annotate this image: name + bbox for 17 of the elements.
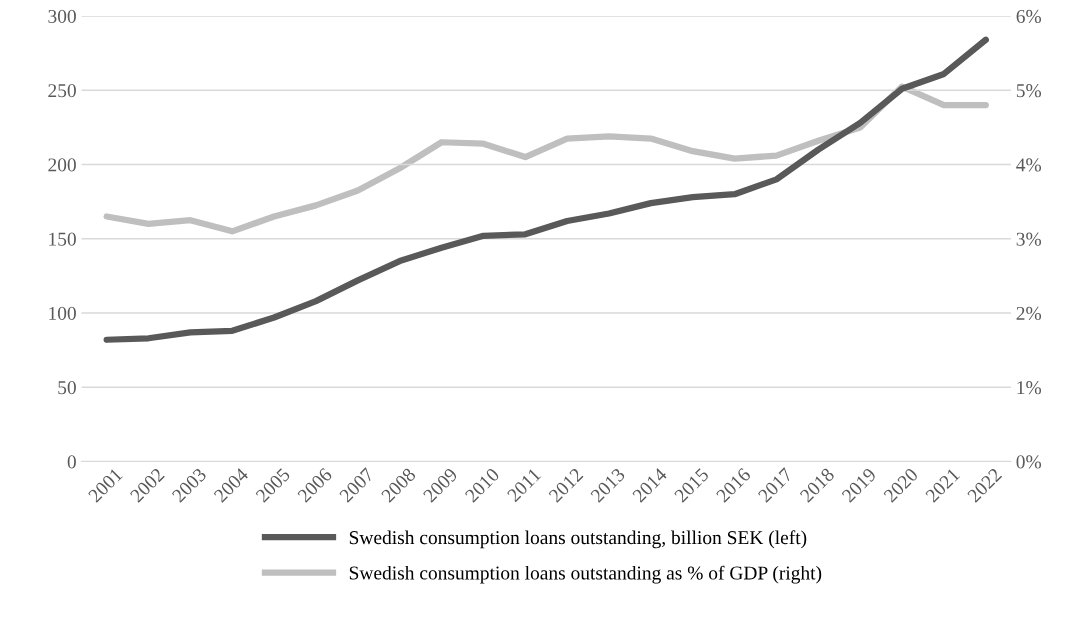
y2-tick-label: 4%: [1016, 158, 1042, 172]
y-tick-label: 250: [48, 84, 76, 98]
y-tick-label: 50: [58, 381, 76, 395]
legend-label: Swedish consumption loans outstanding as % of GDP (right): [349, 565, 822, 584]
y-tick-label: 150: [49, 232, 76, 246]
y-tick-label: 100: [49, 306, 76, 320]
y2-tick-label: 0%: [1016, 455, 1042, 469]
y2-tick-label: 2%: [1016, 306, 1042, 321]
y2-tick-label: 1%: [1017, 381, 1042, 395]
y2-tick-label: 3%: [1016, 232, 1042, 246]
y-tick-label: 0: [67, 455, 76, 469]
y-tick-label: 300: [48, 9, 76, 23]
y2-tick-label: 6%: [1016, 9, 1042, 24]
legend-label: Swedish consumption loans outstanding, billion SEK (left): [349, 530, 807, 549]
x-tick-label: 2011: [506, 467, 542, 503]
y-tick-label: 200: [48, 158, 76, 172]
y2-tick-label: 5%: [1016, 84, 1042, 98]
